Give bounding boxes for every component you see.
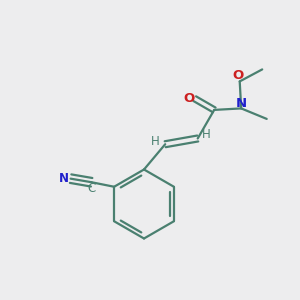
Text: N: N <box>59 172 69 185</box>
Text: H: H <box>151 135 160 148</box>
Text: C: C <box>88 182 96 195</box>
Text: N: N <box>236 97 247 110</box>
Text: O: O <box>183 92 194 105</box>
Text: H: H <box>202 128 211 141</box>
Text: O: O <box>232 69 244 82</box>
